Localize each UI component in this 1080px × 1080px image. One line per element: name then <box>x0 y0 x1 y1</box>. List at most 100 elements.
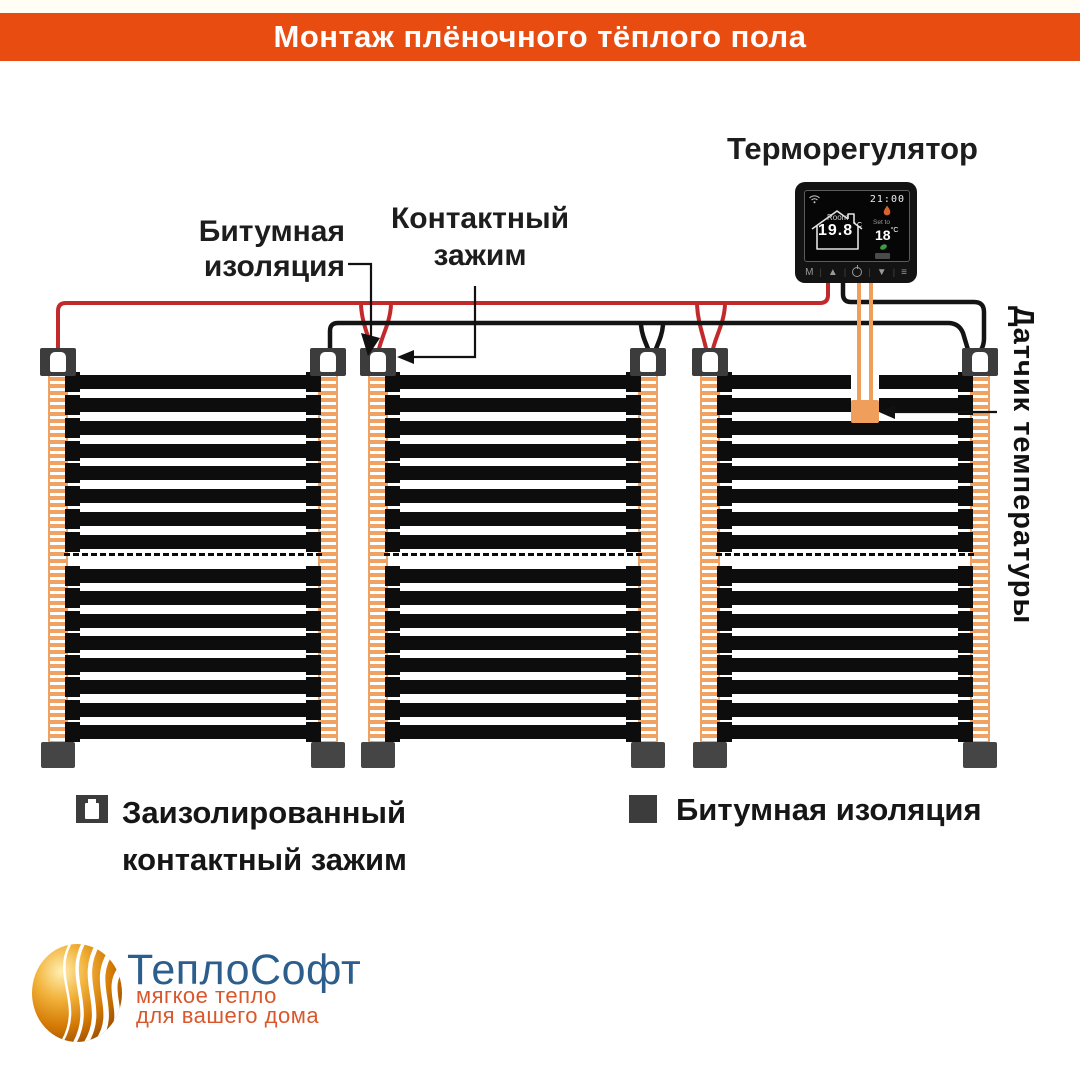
stripe-bar <box>400 443 626 458</box>
stripe-bar <box>732 591 958 606</box>
stripe-bar <box>400 512 626 527</box>
stripe-end-block <box>306 632 321 653</box>
bitumen-insulation-callout: Битумная изоляция <box>140 214 345 284</box>
stripe-end-block <box>626 440 641 461</box>
legend-insulated-clamp-label: Заизолированный контактный зажим <box>122 789 407 883</box>
up-button[interactable]: ▲ <box>827 266 838 278</box>
wifi-icon <box>809 195 820 204</box>
thermostat-screen: 21:00 Room 19.8°C Set to 18°C <box>804 190 910 262</box>
fan-menu-button[interactable]: ≡ <box>901 266 907 278</box>
stripe-bar <box>400 534 626 549</box>
down-button[interactable]: ▼ <box>876 266 887 278</box>
stripe-bar <box>400 591 626 606</box>
thermostat-callout: Терморегулятор <box>727 131 978 166</box>
stripe-end-block <box>717 463 732 484</box>
stripe-end-block <box>306 417 321 438</box>
cut-line-dashed <box>384 553 642 556</box>
stripe-end-block <box>958 655 973 676</box>
heating-stripe <box>717 699 973 720</box>
contact-clamp-callout: Контактный зажим <box>383 200 577 274</box>
stripe-end-block <box>717 486 732 507</box>
stripe-end-block <box>958 440 973 461</box>
stripe-end-block <box>385 632 400 653</box>
stripe-end-block <box>385 588 400 609</box>
stripe-end-block <box>958 632 973 653</box>
heating-stripe <box>385 721 641 742</box>
stripe-end-block <box>65 417 80 438</box>
clamp-insulator <box>972 352 988 372</box>
stripe-end-block <box>626 372 641 392</box>
heating-stripe <box>717 486 973 507</box>
stripe-end-block <box>306 486 321 507</box>
stripe-end-block <box>626 486 641 507</box>
callout-pointers <box>348 262 997 414</box>
heating-stripe <box>65 417 321 438</box>
thermostat-device: 21:00 Room 19.8°C Set to 18°C M | ▲ | | … <box>795 182 917 283</box>
stripe-end-block <box>65 610 80 631</box>
set-temp-unit: °C <box>890 227 899 234</box>
bitumen-arrowhead-icon <box>361 333 380 356</box>
stripe-bar <box>400 397 626 412</box>
stripe-group-bottom <box>385 566 641 742</box>
heating-stripe <box>385 588 641 609</box>
heating-stripe <box>717 566 973 586</box>
stripe-end-block <box>958 372 973 392</box>
logo-company-name: ТеплоСофт <box>127 946 362 994</box>
heating-stripe <box>65 463 321 484</box>
stripe-group-bottom <box>717 566 973 742</box>
stripe-bar <box>80 702 306 717</box>
heating-stripe <box>717 655 973 676</box>
sensor-arrowhead-icon <box>879 405 895 419</box>
menu-m-button[interactable]: M <box>805 266 814 278</box>
stripe-bar <box>400 724 626 739</box>
stripe-end-block <box>385 566 400 586</box>
clamp-insulator <box>702 352 718 372</box>
power-icon[interactable] <box>852 265 863 277</box>
stripe-end-block <box>385 655 400 676</box>
stripe-end-block <box>306 655 321 676</box>
button-separator: | <box>843 267 847 277</box>
heating-stripe <box>385 655 641 676</box>
clamp-insulator <box>370 352 386 372</box>
temperature-sensor-callout: Датчик температуры <box>1007 306 1039 625</box>
stripe-group-top <box>385 372 641 552</box>
room-temperature: 19.8°C <box>818 222 863 239</box>
sensor-wire-casing <box>851 338 879 404</box>
clamp-insulator <box>320 352 336 372</box>
stripe-end-block <box>958 531 973 552</box>
stripe-end-block <box>626 677 641 698</box>
thermostat-button-row: M | ▲ | | ▼ | ≡ <box>799 262 913 282</box>
heating-mat-3 <box>692 348 998 772</box>
stripe-bar <box>80 512 306 527</box>
stripe-end-block <box>65 509 80 530</box>
heating-stripe <box>65 721 321 742</box>
stripe-bar <box>732 466 958 481</box>
heating-stripe <box>385 531 641 552</box>
stripe-end-block <box>65 632 80 653</box>
stripe-bar <box>732 443 958 458</box>
stripe-bar <box>400 658 626 673</box>
stripe-bar <box>80 466 306 481</box>
stripe-bar <box>400 420 626 435</box>
stripe-end-block <box>385 372 400 392</box>
stripe-end-block <box>306 531 321 552</box>
stripe-end-block <box>958 486 973 507</box>
heating-stripe <box>65 531 321 552</box>
stripe-end-block <box>65 655 80 676</box>
stripe-group-bottom <box>65 566 321 742</box>
stripe-end-block <box>385 394 400 415</box>
stripe-bar <box>80 658 306 673</box>
stripe-end-block <box>958 417 973 438</box>
bitumen-insulation-pad <box>631 742 665 768</box>
stripe-end-block <box>385 610 400 631</box>
heating-stripe <box>385 566 641 586</box>
heating-stripe <box>385 610 641 631</box>
stripe-bar <box>400 613 626 628</box>
page-title: Монтаж плёночного тёплого пола <box>273 19 807 54</box>
stripe-end-block <box>385 531 400 552</box>
stripe-bar <box>732 420 958 435</box>
stripe-end-block <box>958 394 973 415</box>
heating-stripe <box>385 632 641 653</box>
stripe-end-block <box>958 509 973 530</box>
